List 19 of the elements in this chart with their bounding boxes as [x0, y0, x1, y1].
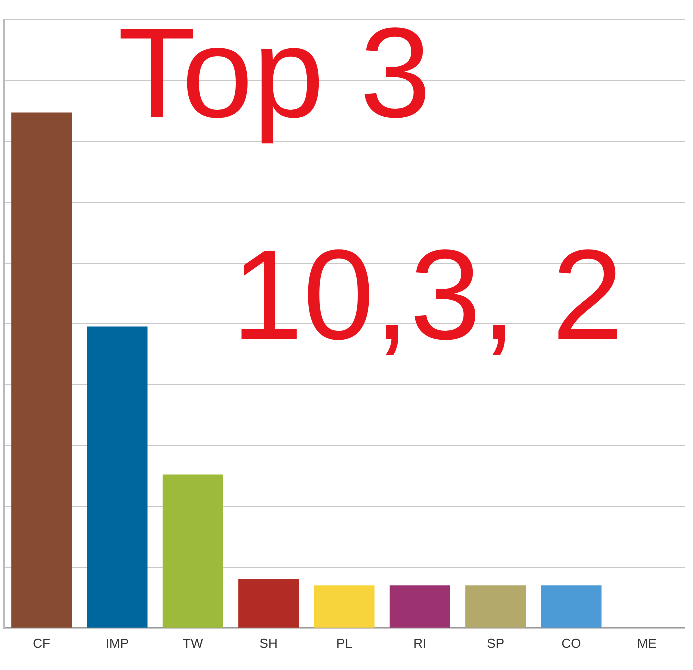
- bar: [12, 112, 72, 628]
- bar: [541, 586, 602, 628]
- bar: [162, 474, 224, 628]
- x-tick-label: SH: [260, 636, 278, 651]
- bar: [238, 579, 300, 628]
- x-tick-label: SP: [487, 636, 505, 651]
- bar: [466, 586, 526, 628]
- x-tick-label: TW: [183, 636, 204, 651]
- x-tick-label: ME: [637, 636, 658, 651]
- x-tick-label: IMP: [106, 636, 130, 651]
- bar: [87, 326, 148, 628]
- bar: [390, 586, 450, 628]
- annotation: Top 3: [118, 2, 432, 145]
- x-tick-label: RI: [414, 636, 427, 651]
- x-tick-label: CF: [33, 636, 51, 651]
- x-tick-label: PL: [336, 636, 352, 651]
- bar: [314, 586, 375, 628]
- x-tick-label: CO: [562, 636, 582, 651]
- annotation: 10,3, 2: [232, 224, 624, 367]
